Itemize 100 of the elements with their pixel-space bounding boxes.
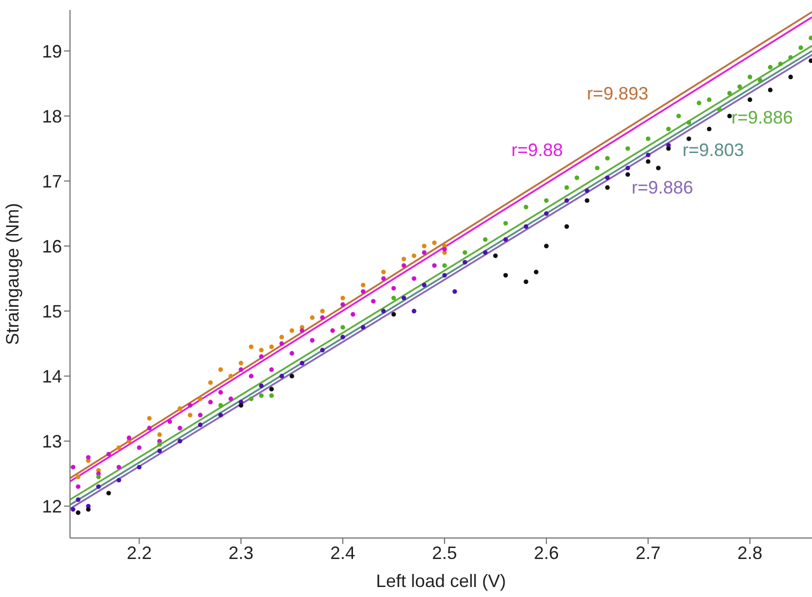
point: [76, 474, 80, 480]
y-tick-label: 17: [42, 171, 62, 192]
point: [106, 490, 111, 496]
point: [503, 273, 508, 278]
point: [259, 384, 264, 388]
point: [605, 156, 610, 161]
point: [300, 360, 304, 366]
point: [798, 45, 804, 50]
series-label: r=9.886: [731, 108, 793, 128]
y-tick-label: 16: [42, 236, 62, 256]
point: [462, 250, 468, 255]
point: [493, 253, 498, 258]
point: [188, 403, 192, 408]
point: [248, 396, 254, 402]
point: [432, 240, 437, 246]
point: [126, 436, 132, 440]
point: [238, 360, 244, 366]
point: [116, 464, 122, 470]
point: [330, 328, 335, 333]
point: [442, 263, 447, 268]
point: [544, 244, 549, 248]
point: [544, 198, 549, 203]
y-tick-label: 19: [42, 41, 62, 62]
point: [768, 88, 773, 92]
point: [727, 90, 732, 96]
point: [70, 464, 76, 470]
point: [412, 276, 416, 281]
point: [157, 448, 162, 454]
point: [524, 204, 528, 210]
point: [391, 286, 396, 291]
point: [360, 282, 366, 288]
point: [758, 78, 762, 83]
point: [96, 484, 101, 489]
y-tick-label: 12: [42, 496, 62, 517]
series-label: r=9.886: [632, 177, 694, 198]
point: [605, 185, 610, 190]
point: [259, 348, 264, 352]
point: [238, 403, 244, 408]
point: [208, 400, 213, 404]
point: [360, 289, 366, 294]
point: [290, 328, 294, 333]
point: [768, 64, 773, 70]
x-axis-title: Left load cell (V): [376, 571, 506, 591]
point: [391, 312, 396, 317]
point: [646, 136, 650, 142]
point: [147, 416, 152, 421]
point: [86, 507, 91, 512]
point: [76, 484, 80, 489]
series-label: r=9.893: [586, 84, 648, 104]
point: [218, 390, 223, 395]
point: [534, 270, 538, 274]
point: [432, 263, 437, 268]
x-tick-label: 2.3: [228, 542, 254, 563]
point: [290, 351, 294, 356]
point: [248, 344, 254, 350]
point: [686, 136, 692, 142]
point: [96, 474, 101, 480]
x-tick-label: 2.7: [636, 542, 661, 563]
point: [574, 175, 580, 180]
point: [412, 308, 416, 314]
point: [269, 386, 274, 392]
y-tick-label: 15: [42, 301, 62, 322]
point: [625, 146, 630, 151]
point: [422, 244, 427, 248]
point: [198, 412, 203, 418]
point: [482, 250, 488, 255]
point: [717, 107, 722, 112]
point: [259, 354, 264, 359]
point: [737, 84, 742, 90]
point: [340, 296, 346, 300]
point: [696, 100, 702, 106]
point: [402, 296, 406, 300]
point: [625, 172, 630, 177]
point: [646, 152, 650, 158]
point: [269, 393, 274, 398]
point: [706, 97, 712, 102]
point: [178, 438, 182, 444]
point: [442, 246, 447, 252]
series-label: r=9.88: [511, 140, 563, 160]
point: [422, 250, 427, 255]
point: [310, 315, 315, 320]
y-tick-label: 13: [42, 432, 62, 452]
x-tick-label: 2.2: [126, 542, 152, 563]
x-tick-label: 2.5: [432, 542, 458, 563]
point: [340, 334, 346, 340]
point: [605, 175, 610, 180]
point: [482, 237, 488, 242]
point: [524, 280, 528, 284]
point: [503, 237, 508, 242]
point: [402, 256, 406, 262]
point: [136, 464, 142, 470]
point: [188, 412, 192, 418]
point: [371, 299, 376, 304]
point: [218, 412, 223, 418]
point: [676, 114, 681, 118]
point: [748, 74, 752, 80]
point: [279, 374, 284, 378]
point: [218, 367, 223, 372]
point: [544, 211, 549, 216]
point: [686, 120, 692, 125]
